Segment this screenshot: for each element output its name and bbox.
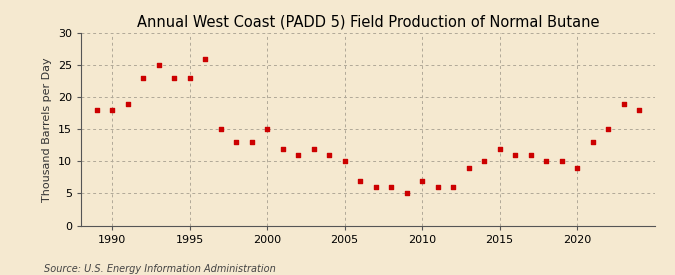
Point xyxy=(277,146,288,151)
Title: Annual West Coast (PADD 5) Field Production of Normal Butane: Annual West Coast (PADD 5) Field Product… xyxy=(136,14,599,29)
Point xyxy=(91,108,102,112)
Point xyxy=(293,153,304,157)
Point xyxy=(401,191,412,196)
Point xyxy=(463,166,474,170)
Point xyxy=(184,76,195,80)
Text: Source: U.S. Energy Information Administration: Source: U.S. Energy Information Administ… xyxy=(44,264,275,274)
Y-axis label: Thousand Barrels per Day: Thousand Barrels per Day xyxy=(43,57,52,202)
Point xyxy=(385,185,396,189)
Point xyxy=(587,140,598,144)
Point xyxy=(215,127,226,131)
Point xyxy=(200,56,211,61)
Point xyxy=(494,146,505,151)
Point xyxy=(556,159,567,164)
Point xyxy=(153,63,164,67)
Point xyxy=(416,178,427,183)
Point xyxy=(355,178,366,183)
Point xyxy=(448,185,458,189)
Point xyxy=(169,76,180,80)
Point xyxy=(618,101,629,106)
Point xyxy=(246,140,257,144)
Point xyxy=(572,166,583,170)
Point xyxy=(340,159,350,164)
Point xyxy=(432,185,443,189)
Point xyxy=(541,159,551,164)
Point xyxy=(107,108,117,112)
Point xyxy=(308,146,319,151)
Point xyxy=(634,108,645,112)
Point xyxy=(122,101,133,106)
Point xyxy=(370,185,381,189)
Point xyxy=(525,153,536,157)
Point xyxy=(510,153,520,157)
Point xyxy=(262,127,273,131)
Point xyxy=(479,159,489,164)
Point xyxy=(231,140,242,144)
Point xyxy=(138,76,148,80)
Point xyxy=(603,127,614,131)
Point xyxy=(324,153,335,157)
